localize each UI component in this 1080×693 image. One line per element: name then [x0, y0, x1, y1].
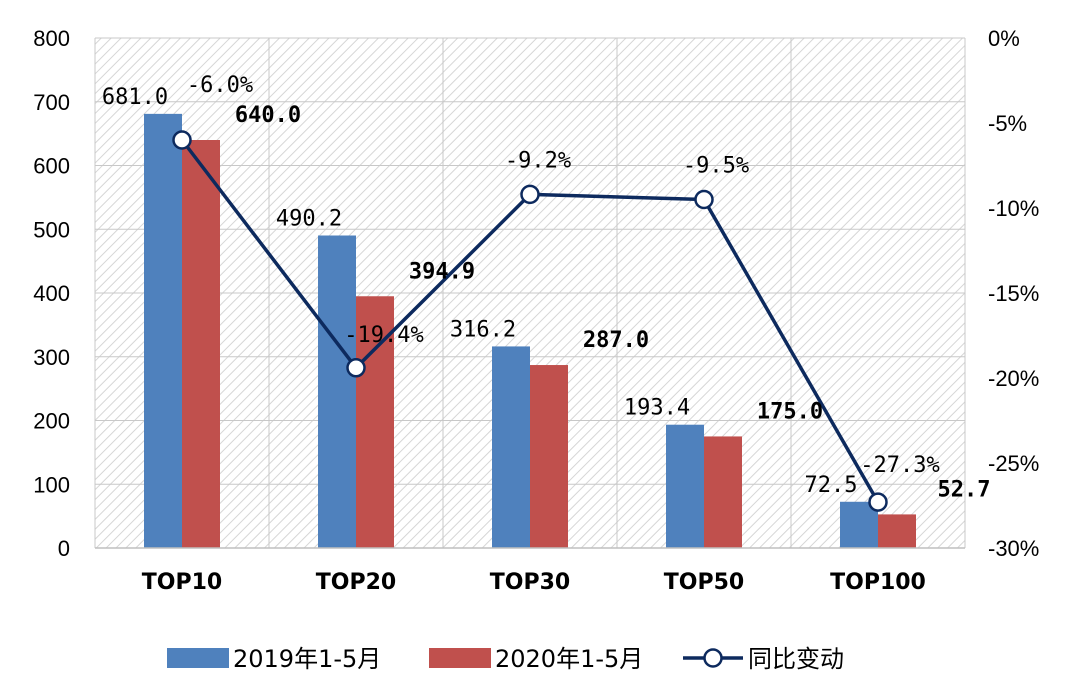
bars [144, 113, 916, 549]
bar-top30-series2 [530, 365, 568, 548]
bar-value-label: 394.9 [409, 259, 475, 284]
bar-value-label: 52.7 [938, 477, 991, 502]
legend: 2019年1-5月 2020年1-5月 同比变动 [167, 645, 844, 673]
category-labels: TOP10 TOP20 TOP30 TOP50 TOP100 [142, 570, 926, 595]
right-tick-label: 0% [988, 26, 1020, 51]
legend-swatch-series1 [167, 648, 229, 668]
left-tick-label: 700 [33, 90, 70, 115]
right-tick-label: -20% [988, 366, 1039, 391]
category-label: TOP30 [490, 570, 570, 595]
bar-top30-series1 [492, 346, 530, 548]
yoy-point [346, 358, 366, 378]
right-axis-ticks: -30% -25% -20% -15% -10% -5% 0% [988, 26, 1039, 561]
bar-value-label: 681.0 [102, 85, 168, 110]
yoy-value-label: -27.3% [860, 453, 939, 478]
category-label: TOP100 [830, 570, 926, 595]
legend-line-marker [703, 648, 723, 668]
right-tick-label: -10% [988, 196, 1039, 221]
left-tick-label: 100 [33, 472, 70, 497]
category-label: TOP10 [142, 570, 222, 595]
bar-value-label: 287.0 [583, 328, 649, 353]
bar-top50-series2 [704, 436, 742, 548]
right-tick-label: -30% [988, 536, 1039, 561]
yoy-point [694, 189, 714, 210]
left-tick-label: 800 [33, 26, 70, 51]
yoy-value-label: -9.5% [683, 154, 749, 179]
left-tick-label: 200 [33, 409, 70, 434]
bar-top20-series1 [318, 235, 356, 548]
bar-value-label: 640.0 [235, 103, 301, 128]
left-tick-label: 300 [33, 345, 70, 370]
yoy-point [520, 184, 540, 205]
yoy-value-label: -9.2% [505, 148, 571, 173]
yoy-value-label: -6.0% [187, 73, 253, 98]
bar-top50-series1 [666, 424, 704, 548]
bar-top10-series2 [182, 140, 220, 548]
right-tick-label: -5% [988, 111, 1027, 136]
category-label: TOP20 [316, 570, 396, 595]
data-labels: 681.0 490.2 316.2 193.4 72.5 640.0 394.9 287.0 1… [102, 73, 991, 502]
left-tick-label: 500 [33, 217, 70, 242]
yoy-line [172, 130, 888, 512]
left-tick-label: 600 [33, 154, 70, 179]
legend-swatch-series2 [429, 648, 491, 668]
yoy-point [868, 492, 888, 512]
bar-value-label: 193.4 [624, 396, 690, 421]
legend-label-yoy: 同比变动 [748, 645, 844, 673]
left-tick-label: 400 [33, 281, 70, 306]
bar-top100-series2 [878, 514, 916, 548]
bar-value-label: 490.2 [276, 206, 342, 231]
left-axis-ticks: 0 100 200 300 400 500 600 700 800 [33, 26, 70, 561]
category-label: TOP50 [664, 570, 744, 595]
right-tick-label: -15% [988, 281, 1039, 306]
legend-label-series1: 2019年1-5月 [233, 645, 381, 673]
legend-label-series2: 2020年1-5月 [495, 645, 643, 673]
bar-top10-series1 [144, 113, 182, 549]
bar-value-label: 175.0 [757, 399, 823, 424]
yoy-point [172, 130, 192, 150]
bar-value-label: 316.2 [450, 317, 516, 342]
yoy-value-label: -19.4% [344, 323, 423, 348]
bar-value-label: 72.5 [805, 473, 858, 498]
left-tick-label: 0 [58, 536, 70, 561]
right-tick-label: -25% [988, 451, 1039, 476]
